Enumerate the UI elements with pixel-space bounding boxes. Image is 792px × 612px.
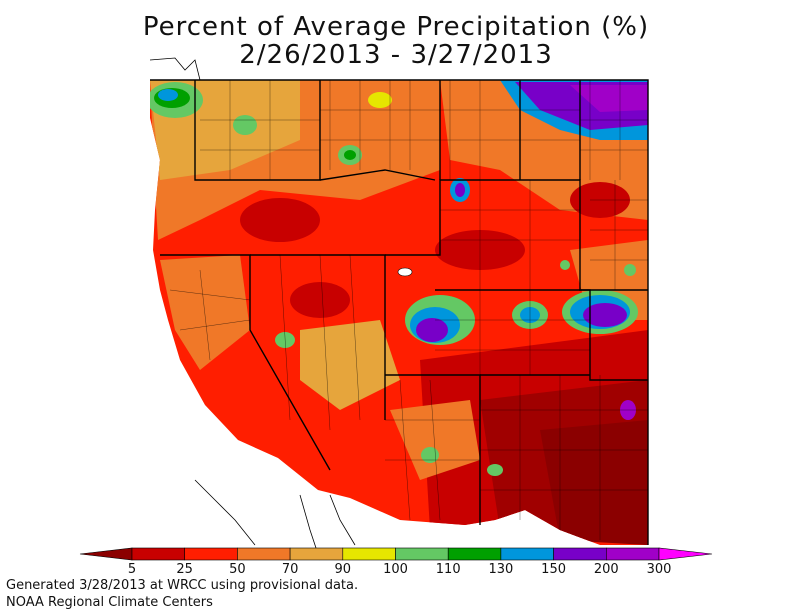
legend-tick-label: 5 <box>127 562 137 577</box>
legend-swatch <box>131 547 186 561</box>
legend-swatch <box>395 547 449 561</box>
legend-tick-label: 100 <box>383 562 408 577</box>
legend-swatch <box>237 547 291 561</box>
source-credit: NOAA Regional Climate Centers <box>6 595 213 610</box>
legend-tick-label: 200 <box>593 562 619 577</box>
county-borders <box>169 80 648 540</box>
legend-tick-label: 130 <box>488 562 514 577</box>
legend-swatch <box>342 547 396 561</box>
legend-tick-label: 90 <box>334 562 352 577</box>
legend-tick-label: 70 <box>281 562 299 577</box>
state-borders <box>150 79 649 545</box>
legend-swatch <box>553 547 607 561</box>
legend-color-bar <box>79 547 713 561</box>
legend-swatch <box>658 547 713 561</box>
legend-tick-label: 50 <box>229 562 246 577</box>
legend-swatch <box>500 547 554 561</box>
map-date-range: 2/26/2013 - 3/27/2013 <box>239 40 553 70</box>
legend-tick-label: 110 <box>435 562 461 577</box>
legend-swatch <box>184 547 238 561</box>
legend-swatch <box>447 547 502 561</box>
precipitation-field <box>150 80 648 545</box>
legend-swatch <box>605 547 660 561</box>
legend-tick-label: 25 <box>176 562 193 577</box>
legend-swatch <box>289 547 344 561</box>
legend-tick-label: 150 <box>541 562 567 577</box>
generated-note: Generated 3/28/2013 at WRCC using provis… <box>6 578 359 593</box>
map-title: Percent of Average Precipitation (%) <box>142 12 650 42</box>
legend-tick-label: 300 <box>646 562 672 577</box>
legend-swatch <box>79 547 133 561</box>
great-salt-lake <box>397 267 413 277</box>
